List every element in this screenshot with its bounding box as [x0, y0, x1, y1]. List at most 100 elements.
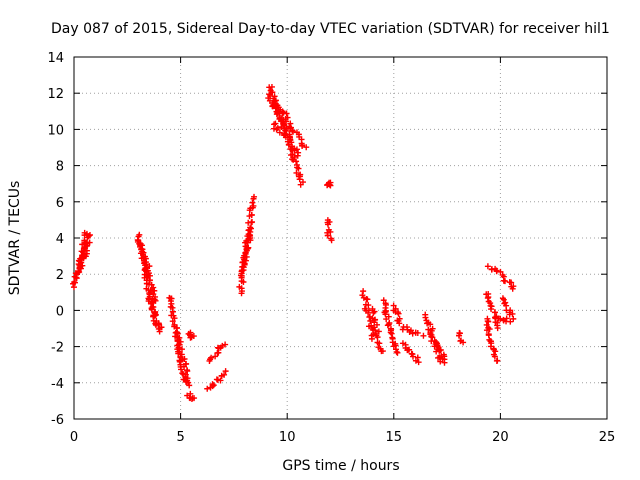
y-tick-label: 6 [56, 196, 64, 211]
data-point [394, 349, 401, 356]
data-point [299, 142, 306, 149]
data-point [409, 330, 416, 337]
x-tick-label: 0 [70, 430, 78, 445]
x-axis-label: GPS time / hours [282, 458, 399, 474]
x-tick-label: 25 [599, 430, 616, 445]
data-point [186, 382, 193, 389]
data-point [174, 330, 181, 337]
x-tick-label: 5 [176, 430, 184, 445]
data-point [324, 232, 331, 239]
data-point [384, 322, 391, 329]
data-point [507, 318, 514, 325]
data-point [414, 329, 421, 336]
data-point [280, 130, 287, 137]
data-point [415, 359, 422, 366]
data-point [241, 260, 248, 267]
data-point [70, 284, 77, 291]
data-point [484, 295, 491, 302]
data-point [396, 320, 403, 327]
data-point [221, 371, 228, 378]
data-point [437, 358, 444, 365]
data-point [380, 297, 387, 304]
data-point [291, 147, 298, 154]
data-point [240, 264, 247, 271]
data-point [248, 212, 255, 219]
data-point [406, 346, 413, 353]
data-point [497, 268, 504, 275]
data-point [368, 335, 375, 342]
data-point [169, 318, 176, 325]
y-tick-label: 2 [56, 268, 64, 283]
data-point [184, 368, 191, 375]
data-point [250, 202, 257, 209]
data-point [491, 353, 498, 360]
data-point [176, 341, 183, 348]
data-point [297, 181, 304, 188]
data-point [178, 351, 185, 358]
data-point [78, 248, 85, 255]
data-point [486, 326, 493, 333]
data-point [484, 263, 491, 270]
data-point [327, 228, 334, 235]
data-point [457, 338, 464, 345]
data-point [488, 306, 495, 313]
data-point [208, 354, 215, 361]
data-point [268, 89, 275, 96]
data-point [175, 344, 182, 351]
data-point [379, 348, 386, 355]
data-point [246, 231, 253, 238]
data-point [212, 353, 219, 360]
data-point [437, 347, 444, 354]
data-point [509, 310, 516, 317]
data-point [509, 285, 516, 292]
y-tick-label: -6 [51, 413, 64, 428]
data-points [70, 83, 517, 402]
data-point [243, 239, 250, 246]
data-point [287, 124, 294, 131]
data-point [245, 244, 252, 251]
data-point [143, 280, 150, 287]
data-point [72, 270, 79, 277]
y-tick-label: -2 [51, 341, 64, 356]
data-point [282, 134, 289, 141]
data-point [245, 219, 252, 226]
data-point [266, 84, 273, 91]
data-point [328, 237, 335, 244]
data-point [287, 137, 294, 144]
data-point [236, 283, 243, 290]
data-point [143, 268, 150, 275]
data-point [364, 296, 371, 303]
data-point [209, 381, 216, 388]
data-point [422, 314, 429, 321]
y-tick-label: 4 [56, 232, 64, 247]
data-point [71, 279, 78, 286]
plot-frame [73, 56, 608, 420]
data-point [190, 333, 197, 340]
data-point [156, 328, 163, 335]
data-point [365, 323, 372, 330]
data-point [217, 377, 224, 384]
data-point [177, 338, 184, 345]
data-point [370, 309, 377, 316]
data-point [188, 395, 195, 402]
data-point [494, 325, 501, 332]
data-point [424, 320, 431, 327]
data-point [288, 146, 295, 153]
data-point [365, 302, 372, 309]
data-point [393, 348, 400, 355]
data-point [81, 237, 88, 244]
data-point [375, 328, 382, 335]
data-point [210, 382, 217, 389]
data-point [409, 353, 416, 360]
data-point [204, 385, 211, 392]
data-point [283, 110, 290, 117]
data-point [492, 348, 499, 355]
data-point [374, 334, 381, 341]
data-point [293, 169, 300, 176]
data-point [155, 321, 162, 328]
data-point [249, 219, 256, 226]
data-point [494, 357, 501, 364]
data-point [294, 164, 301, 171]
y-tick-label: 14 [47, 51, 64, 66]
